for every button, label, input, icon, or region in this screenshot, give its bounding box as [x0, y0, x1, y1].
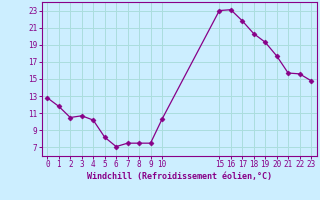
X-axis label: Windchill (Refroidissement éolien,°C): Windchill (Refroidissement éolien,°C)	[87, 172, 272, 181]
